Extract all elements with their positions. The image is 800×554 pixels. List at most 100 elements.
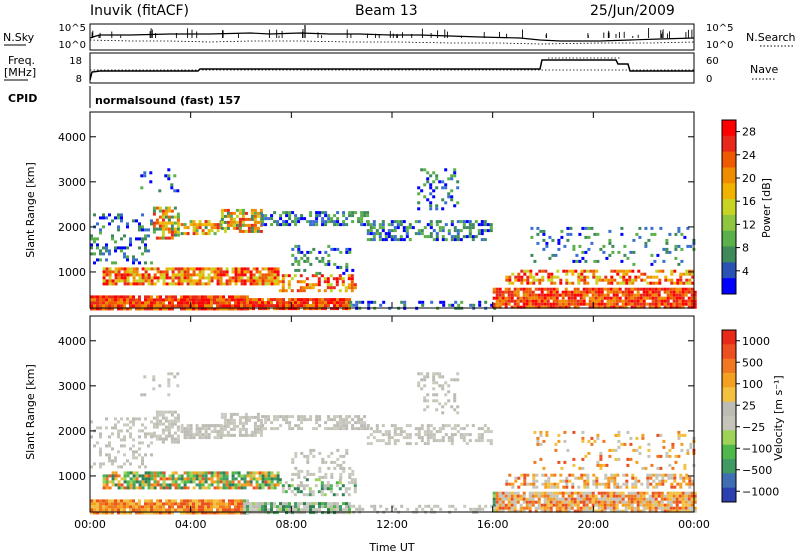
range-cell — [135, 304, 138, 308]
range-cell — [210, 508, 213, 512]
range-cell — [222, 505, 225, 509]
range-cell — [650, 253, 654, 257]
range-cell — [249, 502, 252, 506]
range-cell — [162, 505, 165, 509]
range-cell — [93, 298, 96, 302]
range-cell — [540, 302, 544, 306]
range-cell — [323, 289, 327, 293]
range-cell — [241, 220, 245, 224]
range-cell — [285, 415, 289, 419]
range-cell — [126, 471, 130, 475]
range-cell — [606, 299, 610, 303]
range-cell — [565, 278, 569, 282]
range-cell — [671, 466, 675, 470]
range-cell — [105, 216, 108, 220]
range-cell — [114, 502, 117, 506]
range-cell — [141, 511, 144, 515]
range-cell — [309, 448, 313, 452]
range-cell — [330, 220, 334, 224]
range-cell — [259, 418, 263, 422]
colorbar-tick-label: −100 — [742, 442, 772, 455]
range-cell — [669, 497, 673, 501]
range-cell — [480, 427, 484, 431]
range-cell — [222, 480, 226, 484]
range-cell — [90, 237, 93, 241]
range-cell — [666, 497, 670, 501]
range-cell — [90, 298, 93, 302]
range-cell — [630, 491, 634, 495]
colorbar-frame — [721, 119, 737, 295]
range-cell — [348, 211, 352, 215]
range-cell — [195, 267, 199, 271]
range-cell — [420, 232, 424, 236]
range-cell — [629, 436, 633, 440]
range-cell — [420, 424, 424, 428]
range-cell — [120, 301, 123, 305]
range-cell — [318, 307, 321, 311]
range-cell — [144, 267, 148, 271]
range-cell — [333, 247, 337, 251]
range-cell — [498, 503, 502, 507]
range-cell — [252, 307, 255, 311]
range-cell — [300, 511, 303, 515]
range-cell — [291, 211, 295, 215]
range-cell — [668, 232, 672, 236]
range-cell — [195, 232, 199, 236]
range-cell — [270, 301, 273, 305]
range-cell — [144, 505, 147, 509]
range-cell — [237, 270, 241, 274]
range-cell — [111, 298, 114, 302]
range-cell — [161, 416, 165, 420]
range-cell — [161, 227, 165, 231]
range-cell — [138, 273, 142, 277]
range-cell — [176, 212, 180, 216]
range-cell — [432, 387, 436, 391]
range-cell — [675, 491, 679, 495]
range-cell — [153, 471, 157, 475]
range-cell — [621, 302, 625, 306]
range-cell — [132, 279, 136, 283]
range-cell — [123, 267, 127, 271]
range-cell — [357, 421, 361, 425]
range-cell — [572, 430, 576, 434]
range-cell — [405, 229, 409, 233]
range-cell — [552, 293, 556, 297]
range-cell — [532, 473, 536, 477]
range-cell — [176, 384, 180, 388]
range-cell — [595, 278, 599, 282]
range-cell — [636, 302, 640, 306]
range-cell — [557, 439, 561, 443]
range-cell — [603, 503, 607, 507]
range-cell — [126, 480, 130, 484]
range-cell — [281, 283, 285, 287]
range-cell — [189, 511, 192, 515]
range-cell — [551, 253, 555, 257]
range-cell — [630, 506, 634, 510]
range-cell — [150, 267, 154, 271]
range-cell — [192, 477, 196, 481]
range-cell — [447, 229, 451, 233]
range-cell — [207, 295, 210, 299]
range-cell — [666, 500, 670, 504]
range-cell — [147, 304, 150, 308]
range-cell — [347, 481, 351, 485]
range-cell — [561, 290, 565, 294]
range-cell — [505, 278, 509, 282]
range-cell — [129, 307, 132, 311]
range-cell — [111, 426, 114, 430]
range-cell — [542, 247, 546, 251]
range-cell — [504, 506, 508, 510]
range-cell — [549, 509, 553, 513]
range-cell — [583, 485, 587, 489]
range-cell — [471, 238, 475, 242]
range-cell — [261, 282, 265, 286]
range-cell — [176, 413, 180, 417]
range-cell — [669, 302, 673, 306]
range-cell — [183, 276, 187, 280]
range-cell — [314, 283, 318, 287]
range-cell — [675, 305, 679, 309]
range-cell — [189, 477, 193, 481]
range-cell — [564, 290, 568, 294]
range-cell — [229, 217, 233, 221]
range-cell — [495, 500, 499, 504]
